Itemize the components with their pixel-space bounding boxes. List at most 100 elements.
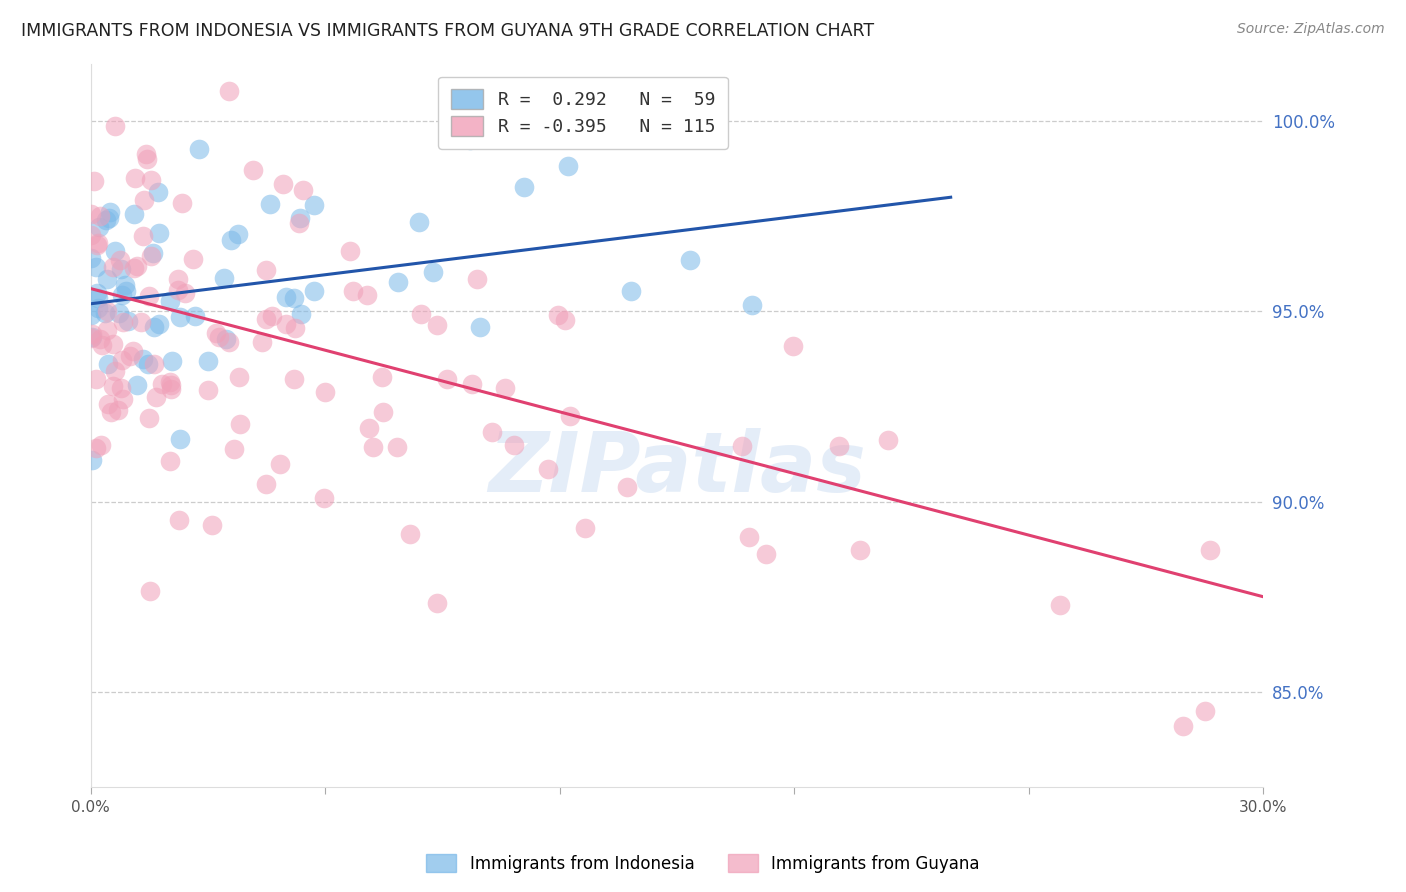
Point: [80, 251, 103, 265]
Point: [849, 542, 872, 557]
Text: ZIPatlas: ZIPatlas: [488, 428, 866, 509]
Point: [125, 378, 148, 392]
Point: [184, 310, 207, 324]
Point: [513, 180, 536, 194]
Point: [371, 405, 394, 419]
Point: [361, 440, 384, 454]
Point: [83, 174, 105, 188]
Point: [110, 381, 132, 395]
Point: [138, 289, 160, 303]
Point: [104, 364, 127, 378]
Text: Source: ZipAtlas.com: Source: ZipAtlas.com: [1237, 22, 1385, 37]
Point: [288, 215, 311, 229]
Point: [96, 324, 118, 338]
Point: [86, 441, 108, 455]
Point: [218, 84, 240, 98]
Point: [229, 417, 252, 431]
Point: [125, 259, 148, 273]
Point: [481, 425, 503, 439]
Text: IMMIGRANTS FROM INDONESIA VS IMMIGRANTS FROM GUYANA 9TH GRADE CORRELATION CHART: IMMIGRANTS FROM INDONESIA VS IMMIGRANTS …: [21, 22, 875, 40]
Point: [107, 306, 129, 320]
Point: [465, 272, 488, 286]
Point: [274, 290, 297, 304]
Point: [131, 229, 153, 244]
Point: [205, 326, 228, 340]
Point: [159, 293, 181, 308]
Point: [136, 357, 159, 371]
Point: [782, 339, 804, 353]
Point: [221, 233, 243, 247]
Point: [84, 372, 107, 386]
Point: [468, 320, 491, 334]
Point: [312, 491, 335, 505]
Point: [148, 317, 170, 331]
Point: [101, 260, 124, 275]
Point: [80, 206, 103, 220]
Point: [503, 438, 526, 452]
Point: [86, 301, 108, 315]
Point: [160, 378, 183, 392]
Point: [461, 376, 484, 391]
Point: [283, 291, 305, 305]
Point: [160, 382, 183, 396]
Point: [98, 211, 121, 226]
Point: [132, 193, 155, 207]
Point: [197, 383, 219, 397]
Point: [115, 284, 138, 298]
Point: [288, 211, 311, 225]
Point: [142, 245, 165, 260]
Point: [1173, 719, 1195, 733]
Legend: Immigrants from Indonesia, Immigrants from Guyana: Immigrants from Indonesia, Immigrants fr…: [420, 847, 986, 880]
Point: [114, 277, 136, 292]
Point: [679, 253, 702, 268]
Point: [90, 437, 112, 451]
Point: [90, 338, 112, 352]
Point: [169, 432, 191, 446]
Point: [104, 244, 127, 259]
Point: [214, 271, 236, 285]
Point: [242, 162, 264, 177]
Point: [359, 421, 381, 435]
Point: [142, 357, 165, 371]
Point: [408, 215, 430, 229]
Point: [620, 284, 643, 298]
Point: [122, 261, 145, 276]
Point: [80, 331, 103, 345]
Point: [112, 315, 135, 329]
Point: [274, 317, 297, 331]
Point: [136, 152, 159, 166]
Legend: R =  0.292   N =  59, R = -0.395   N = 115: R = 0.292 N = 59, R = -0.395 N = 115: [439, 77, 728, 149]
Point: [120, 350, 142, 364]
Point: [283, 372, 305, 386]
Point: [129, 315, 152, 329]
Point: [132, 351, 155, 366]
Point: [162, 353, 184, 368]
Point: [148, 226, 170, 240]
Point: [82, 453, 104, 467]
Point: [167, 272, 190, 286]
Point: [284, 321, 307, 335]
Point: [426, 318, 449, 332]
Point: [292, 183, 315, 197]
Point: [150, 377, 173, 392]
Point: [111, 353, 134, 368]
Point: [536, 462, 558, 476]
Point: [101, 336, 124, 351]
Point: [145, 390, 167, 404]
Point: [100, 405, 122, 419]
Point: [80, 308, 103, 322]
Point: [111, 288, 134, 302]
Point: [215, 332, 238, 346]
Point: [104, 119, 127, 133]
Point: [254, 311, 277, 326]
Point: [86, 285, 108, 300]
Point: [385, 440, 408, 454]
Point: [124, 170, 146, 185]
Point: [558, 409, 581, 424]
Point: [86, 238, 108, 252]
Point: [159, 376, 181, 390]
Point: [98, 205, 121, 219]
Point: [86, 260, 108, 274]
Point: [87, 291, 110, 305]
Point: [436, 372, 458, 386]
